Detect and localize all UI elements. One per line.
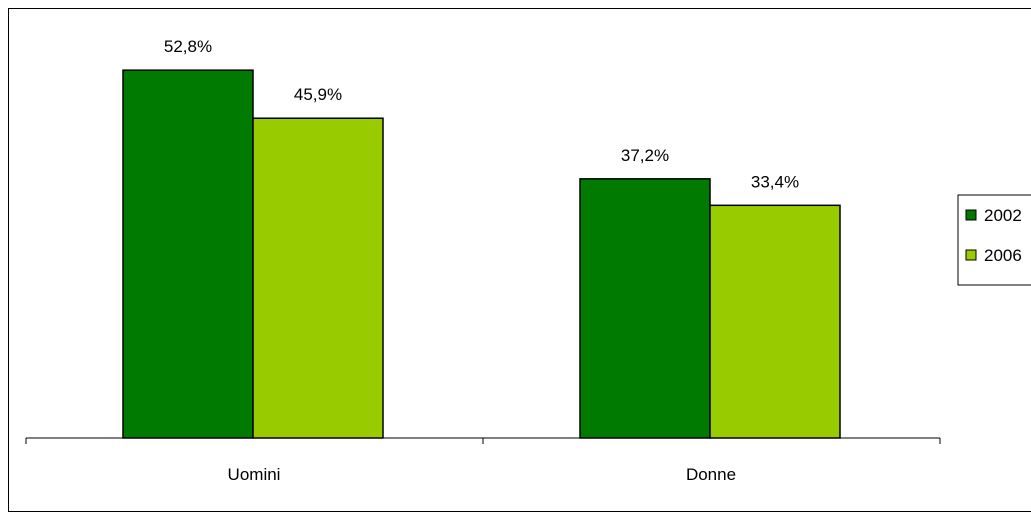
data-label-donne-2002: 37,2% [621,146,669,165]
data-label-donne-2006: 33,4% [751,172,799,191]
legend-label-2002: 2002 [984,206,1022,225]
bars-layer [122,69,841,439]
legend-label-2006: 2006 [984,246,1022,265]
bar-uomini-2002 [122,69,254,439]
data-label-uomini-2002: 52,8% [164,37,212,56]
x-tick-label-uomini: Uomini [228,465,281,484]
legend: 2002 2006 [957,194,1031,286]
legend-swatch-2002 [965,209,977,221]
bar-uomini-2006 [252,117,384,439]
bar-donne-2002 [579,178,711,439]
data-labels-layer: 52,8% 45,9% 37,2% 33,4% [164,37,799,191]
legend-swatch-2006 [965,249,977,261]
x-tick-label-donne: Donne [686,465,736,484]
data-label-uomini-2006: 45,9% [294,85,342,104]
bar-donne-2006 [709,204,841,439]
